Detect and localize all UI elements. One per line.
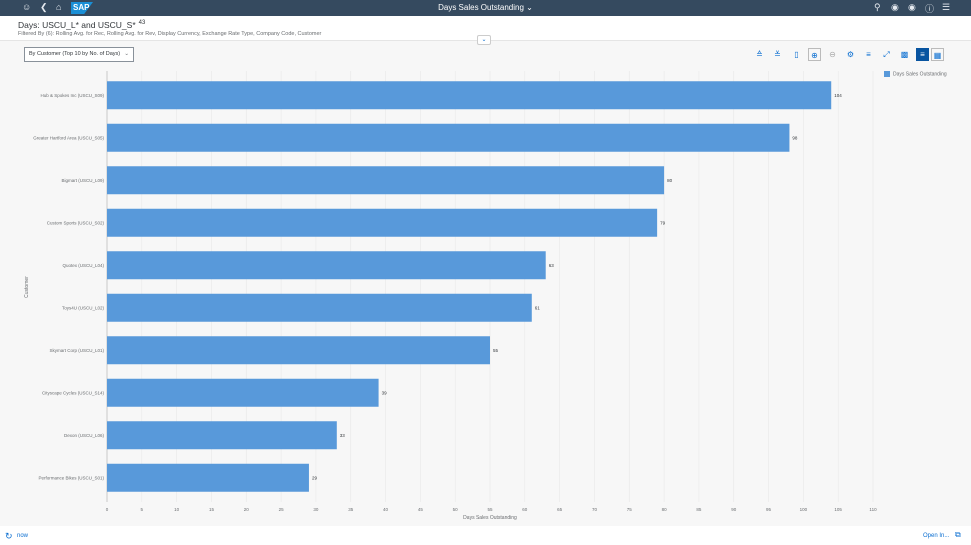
refresh-time: now [17,533,29,539]
y-tick-label: Custom Sports (USCU_S02) [47,221,105,226]
y-axis-title: Customer [24,276,30,298]
data-label: 63 [549,263,555,268]
app-title[interactable]: Days Sales Outstanding ⌄ [438,3,533,12]
bar [107,336,490,365]
x-tick-label: 60 [522,507,528,512]
x-tick-label: 55 [487,507,493,512]
y-tick-label: Cityscape Cycles (USCU_S14) [42,391,105,396]
fullscreen-icon[interactable]: ⤢ [883,50,890,59]
home-icon[interactable]: ⌂ [56,2,62,12]
x-tick-label: 105 [834,507,842,512]
x-tick-label: 20 [244,507,250,512]
search-icon[interactable]: ⚲ [874,2,881,12]
x-tick-label: 95 [766,507,772,512]
data-label: 79 [660,221,666,226]
data-label: 61 [535,306,541,311]
x-tick-label: 30 [313,507,319,512]
data-label: 55 [493,348,499,353]
data-label: 29 [312,476,318,481]
page-title: Days: USCU_L* and USCU_S* 43 [18,20,146,30]
chevron-down-icon: ⌄ [124,51,129,57]
zoom-out-icon[interactable]: ⊖ [829,50,836,59]
help-icon[interactable]: ⓘ [925,4,935,14]
filter-summary: Filtered By (6): Rolling Avg. for Rec, R… [18,31,322,37]
legend-swatch [884,71,890,77]
x-axis-title: Days Sales Outstanding [463,515,517,521]
x-tick-label: 5 [141,507,144,512]
x-tick-label: 35 [348,507,354,512]
back-icon[interactable]: ❮ [40,2,48,12]
y-tick-label: Hub & Spokes Inc (USCU_S09) [40,93,104,98]
x-tick-label: 25 [279,507,285,512]
bar [107,81,832,110]
refresh-icon[interactable]: ↻ [5,531,13,541]
legend: Days Sales Outstanding [884,71,947,77]
y-tick-label: Greater Hartford Area (USCU_S05) [33,136,104,141]
x-tick-label: 10 [174,507,180,512]
y-tick-label: Toys4U (USCU_L02) [62,306,105,311]
data-label: 39 [382,391,388,396]
data-label: 33 [340,433,346,438]
x-tick-label: 90 [731,507,737,512]
drill-up-icon[interactable]: ≙ [756,50,763,59]
copilot-icon[interactable]: ◉ [908,2,916,12]
chart-view-icon[interactable]: ≡ [916,48,929,61]
y-tick-label: Dexon (USCU_L06) [64,433,105,438]
x-tick-label: 110 [869,507,877,512]
x-tick-label: 45 [418,507,424,512]
bar [107,166,665,195]
bar [107,463,309,492]
y-tick-label: Performance Bikes (USCU_S01) [38,476,104,481]
data-label: 104 [834,93,842,98]
x-tick-label: 100 [800,507,808,512]
open-in-button[interactable]: Open In... [923,533,950,539]
data-label: 80 [667,178,673,183]
external-link-icon[interactable]: ⧉ [955,530,961,539]
footer: ↻ now Open In... ⧉ [0,526,971,545]
x-tick-label: 40 [383,507,389,512]
zoom-in-icon[interactable]: ⊕ [808,48,821,61]
notifications-icon[interactable]: ☰ [942,2,951,12]
x-tick-label: 65 [557,507,563,512]
user-icon[interactable]: ☺ [22,2,32,12]
x-tick-label: 15 [209,507,215,512]
collapse-header-button[interactable]: ⌄ [477,35,491,45]
sort-icon[interactable]: ≡ [866,50,871,59]
bar [107,208,658,237]
binoculars-icon[interactable]: ◉ [891,2,899,12]
x-tick-label: 80 [662,507,668,512]
bar [107,123,790,152]
data-label: 98 [792,136,798,141]
bar [107,293,532,322]
count-badge: 43 [138,20,146,27]
y-tick-label: Quotex (USCU_L04) [62,263,104,268]
bar [107,421,337,450]
y-tick-label: Skymart Corp (USCU_L01) [49,348,104,353]
x-tick-label: 85 [696,507,702,512]
y-tick-label: Bigmart (USCU_L09) [61,178,104,183]
details-icon[interactable]: ▯ [794,50,799,59]
drill-down-icon[interactable]: ≚ [774,50,781,59]
export-icon[interactable]: ▩ [900,50,909,59]
x-tick-label: 75 [627,507,633,512]
settings-icon[interactable]: ⚙ [846,50,855,59]
bar [107,251,546,280]
table-view-icon[interactable]: ▦ [931,48,944,61]
x-tick-label: 70 [592,507,598,512]
x-tick-label: 0 [106,507,109,512]
shell-bar: ☺ ❮ ⌂ SAP Days Sales Outstanding ⌄ ⚲ ◉ ◉… [0,0,971,16]
bar [107,378,379,407]
view-select[interactable]: By Customer (Top 10 by No. of Days) ⌄ [24,47,134,62]
x-tick-label: 50 [453,507,459,512]
